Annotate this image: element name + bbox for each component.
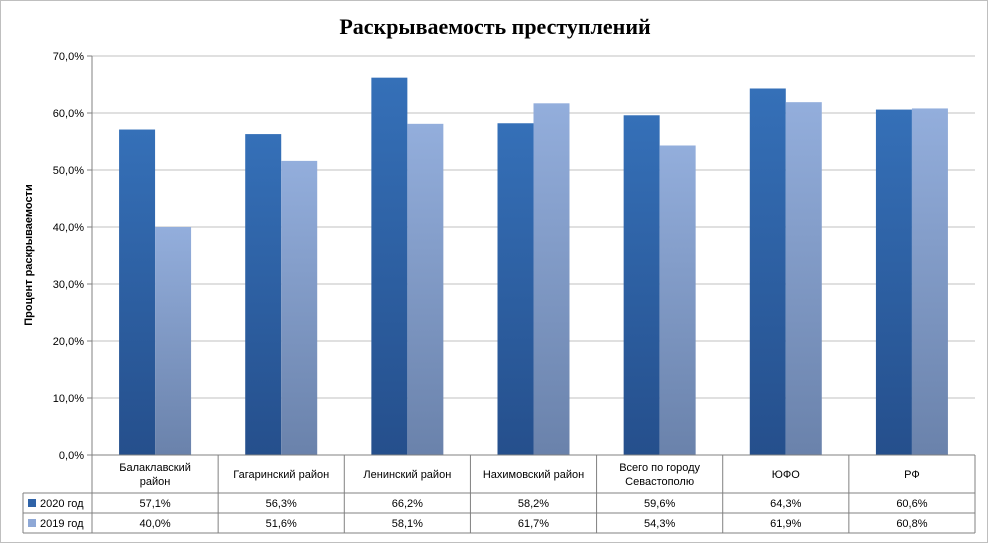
legend-label: 2019 год bbox=[40, 518, 84, 530]
data-label: 57,1% bbox=[139, 498, 170, 510]
bar-series-2020 bbox=[245, 134, 282, 455]
legend-swatch bbox=[28, 519, 36, 527]
bar-series-2019 bbox=[533, 103, 570, 455]
bar-series-2019 bbox=[911, 108, 948, 455]
category-label: ЮФО bbox=[772, 469, 800, 481]
y-tick-label: 20,0% bbox=[53, 336, 84, 348]
bar-series-2020 bbox=[749, 88, 786, 456]
data-label: 59,6% bbox=[644, 498, 675, 510]
bar-series-2019 bbox=[155, 227, 192, 455]
y-tick-label: 40,0% bbox=[53, 222, 84, 234]
bars bbox=[119, 77, 948, 456]
y-axis-label: Процент раскрываемости bbox=[23, 184, 35, 325]
bar-series-2020 bbox=[119, 129, 156, 455]
y-tick-label: 30,0% bbox=[53, 279, 84, 291]
data-label: 51,6% bbox=[266, 518, 297, 530]
bar-series-2020 bbox=[371, 77, 408, 455]
y-tick-label: 60,0% bbox=[53, 108, 84, 120]
y-tick-label: 10,0% bbox=[53, 393, 84, 405]
bar-series-2019 bbox=[659, 145, 696, 456]
category-label: Балаклавский bbox=[119, 462, 191, 474]
data-label: 64,3% bbox=[770, 498, 801, 510]
data-label: 54,3% bbox=[644, 518, 675, 530]
data-label: 56,3% bbox=[266, 498, 297, 510]
category-label: РФ bbox=[904, 469, 920, 481]
data-label: 61,7% bbox=[518, 518, 549, 530]
chart-title: Раскрываемость преступлений bbox=[339, 14, 651, 39]
data-label: 58,2% bbox=[518, 498, 549, 510]
legend-label: 2020 год bbox=[40, 498, 84, 510]
axes: 0,0% 10,0% 20,0% 30,0% 40,0% 50,0% 60,0% 70,0% bbox=[53, 51, 93, 462]
category-label: Всего по городу bbox=[619, 462, 700, 474]
bar-series-2020 bbox=[623, 115, 660, 455]
category-label: район bbox=[140, 476, 171, 488]
data-label: 66,2% bbox=[392, 498, 423, 510]
data-label: 40,0% bbox=[139, 518, 170, 530]
data-table: Балаклавский район Гагаринский район Ленинс… bbox=[22, 454, 976, 534]
y-tick-label: 70,0% bbox=[53, 51, 84, 63]
y-tick-label: 50,0% bbox=[53, 165, 84, 177]
data-label: 61,9% bbox=[770, 518, 801, 530]
legend-swatch bbox=[28, 499, 36, 507]
bar-series-2019 bbox=[407, 123, 444, 455]
bar-series-2019 bbox=[785, 102, 822, 456]
category-label: Севастополю bbox=[625, 476, 694, 488]
bar-series-2020 bbox=[497, 123, 534, 455]
data-label: 60,8% bbox=[896, 518, 927, 530]
data-label: 60,6% bbox=[896, 498, 927, 510]
category-label: Ленинский район bbox=[363, 469, 451, 481]
y-tick-label: 0,0% bbox=[59, 450, 84, 462]
category-label: Гагаринский район bbox=[233, 469, 329, 481]
bar-series-2020 bbox=[875, 109, 912, 455]
bar-series-2019 bbox=[281, 160, 318, 455]
data-label: 58,1% bbox=[392, 518, 423, 530]
category-label: Нахимовский район bbox=[483, 469, 584, 481]
